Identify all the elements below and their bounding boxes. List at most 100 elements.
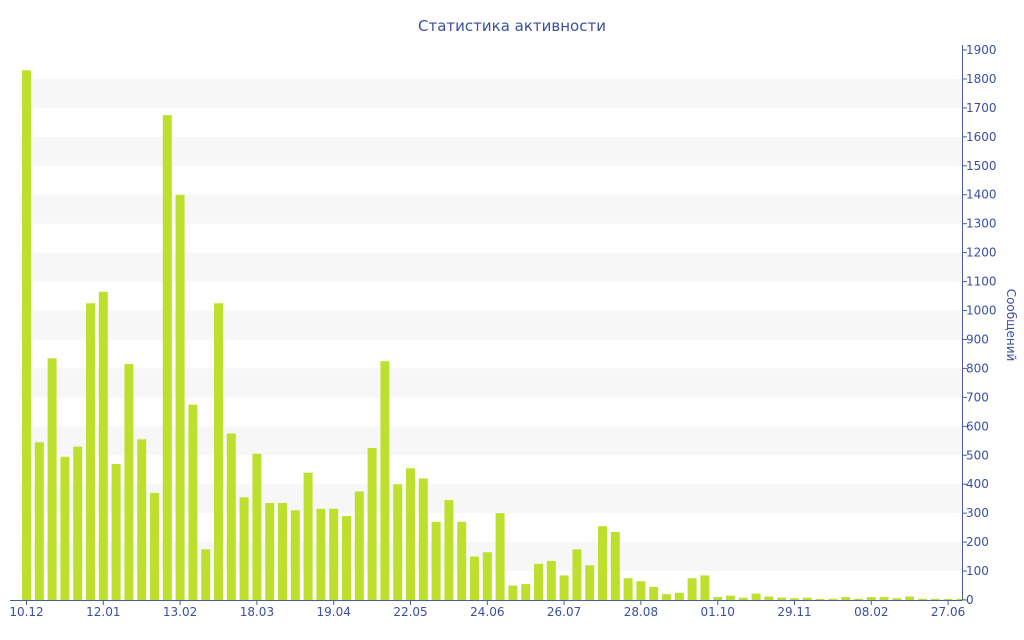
bar xyxy=(713,597,723,600)
bar xyxy=(73,446,83,600)
bar xyxy=(226,433,236,600)
bar xyxy=(188,404,198,600)
y-tick-label: 900 xyxy=(966,332,989,346)
bar xyxy=(175,194,185,600)
bar xyxy=(380,361,390,600)
y-tick-label: 400 xyxy=(966,477,989,491)
y-tick-label: 300 xyxy=(966,506,989,520)
bar xyxy=(943,598,953,600)
bar xyxy=(802,597,812,600)
x-tick-label: 13.02 xyxy=(163,605,197,619)
bar xyxy=(930,598,940,600)
bar xyxy=(367,448,377,600)
y-tick-label: 500 xyxy=(966,448,989,462)
grid-band xyxy=(20,136,962,166)
x-tick-label: 26.07 xyxy=(547,605,581,619)
bar xyxy=(60,456,70,600)
bar xyxy=(559,575,569,600)
y-tick-label: 1700 xyxy=(966,101,997,115)
x-tick-label: 01.10 xyxy=(701,605,735,619)
bar xyxy=(521,584,531,600)
y-tick-label: 1400 xyxy=(966,188,997,202)
bar xyxy=(828,598,838,600)
bar xyxy=(86,303,95,600)
bar xyxy=(354,491,364,600)
bar xyxy=(726,595,735,600)
grid-band xyxy=(20,310,962,340)
bar xyxy=(738,597,748,600)
bar xyxy=(265,503,275,600)
y-tick-label: 1200 xyxy=(966,246,997,260)
y-tick-label: 700 xyxy=(966,390,989,404)
x-tick-label: 19.04 xyxy=(317,605,351,619)
bar xyxy=(303,472,313,600)
y-tick-label: 1600 xyxy=(966,130,997,144)
bar xyxy=(150,492,159,600)
bar xyxy=(316,508,326,600)
x-tick-label: 27.06 xyxy=(931,605,965,619)
bar xyxy=(34,442,44,600)
bar xyxy=(534,563,543,600)
bar xyxy=(585,565,595,600)
bar xyxy=(457,521,467,600)
bar xyxy=(866,597,876,600)
bar xyxy=(47,358,57,600)
x-tick-label: 08.02 xyxy=(854,605,888,619)
bar xyxy=(201,549,211,600)
bar xyxy=(879,597,889,600)
y-tick-label: 1500 xyxy=(966,159,997,173)
bar xyxy=(636,581,646,600)
bar xyxy=(854,598,863,600)
x-tick-label: 18.03 xyxy=(240,605,274,619)
grid-band xyxy=(20,368,962,398)
x-tick-label: 22.05 xyxy=(393,605,427,619)
bar xyxy=(444,500,454,600)
bar xyxy=(598,526,607,600)
bar xyxy=(162,115,172,600)
y-tick-label: 800 xyxy=(966,361,989,375)
y-tick-label: 1000 xyxy=(966,304,997,318)
bar xyxy=(124,364,134,600)
bar xyxy=(214,303,223,600)
y-tick-label: 600 xyxy=(966,419,989,433)
bar xyxy=(687,578,697,600)
bar xyxy=(892,598,902,600)
bar xyxy=(252,453,262,600)
grid-band xyxy=(20,426,962,456)
y-tick-label: 0 xyxy=(966,593,974,607)
bar xyxy=(137,439,147,600)
bar xyxy=(956,598,966,600)
grid-band xyxy=(20,194,962,224)
bar xyxy=(777,597,787,600)
x-tick-label: 10.12 xyxy=(9,605,43,619)
bar xyxy=(482,552,492,600)
bar xyxy=(918,598,927,600)
bar xyxy=(111,463,121,600)
bar xyxy=(470,556,479,600)
bar xyxy=(649,586,659,600)
grid-band xyxy=(20,252,962,282)
bar xyxy=(841,597,851,600)
bar xyxy=(751,593,761,600)
bar xyxy=(393,484,403,600)
y-axis-title: Сообщений xyxy=(1004,289,1018,362)
bar xyxy=(431,521,441,600)
y-tick-label: 1800 xyxy=(966,72,997,86)
bar xyxy=(662,594,671,600)
y-tick-label: 100 xyxy=(966,564,989,578)
bar xyxy=(342,516,351,600)
y-tick-label: 1300 xyxy=(966,217,997,231)
bar xyxy=(329,508,339,600)
bar xyxy=(22,70,31,600)
bar xyxy=(623,578,633,600)
grid-band xyxy=(20,484,962,514)
bar xyxy=(406,468,415,600)
bar xyxy=(610,531,620,600)
bar xyxy=(495,513,505,600)
x-tick-label: 28.08 xyxy=(624,605,658,619)
bar xyxy=(572,549,582,600)
x-tick-label: 24.06 xyxy=(470,605,504,619)
bar xyxy=(290,510,300,600)
bar xyxy=(674,592,684,600)
